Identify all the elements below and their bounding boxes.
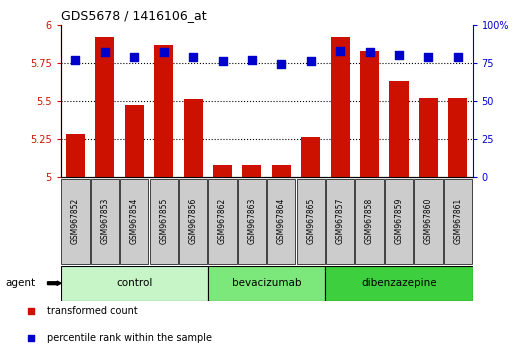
Bar xyxy=(390,81,409,177)
Point xyxy=(454,54,462,59)
Bar xyxy=(66,135,85,177)
Text: transformed count: transformed count xyxy=(47,306,137,316)
Bar xyxy=(419,98,438,177)
Text: GSM967865: GSM967865 xyxy=(306,198,315,245)
Text: GSM967852: GSM967852 xyxy=(71,198,80,244)
FancyBboxPatch shape xyxy=(385,179,413,264)
Point xyxy=(71,57,80,63)
FancyBboxPatch shape xyxy=(91,179,119,264)
Text: GSM967855: GSM967855 xyxy=(159,198,168,245)
FancyBboxPatch shape xyxy=(208,266,325,301)
Text: GSM967861: GSM967861 xyxy=(454,198,463,244)
Text: GSM967860: GSM967860 xyxy=(424,198,433,245)
Text: percentile rank within the sample: percentile rank within the sample xyxy=(47,333,212,343)
FancyBboxPatch shape xyxy=(179,179,207,264)
Bar xyxy=(272,165,291,177)
FancyBboxPatch shape xyxy=(238,179,266,264)
Bar xyxy=(125,105,144,177)
Text: GSM967859: GSM967859 xyxy=(394,198,403,245)
FancyBboxPatch shape xyxy=(267,179,296,264)
FancyBboxPatch shape xyxy=(325,266,473,301)
Text: GSM967856: GSM967856 xyxy=(188,198,197,245)
Text: GSM967854: GSM967854 xyxy=(130,198,139,245)
Point xyxy=(248,57,256,63)
Text: GDS5678 / 1416106_at: GDS5678 / 1416106_at xyxy=(61,9,206,22)
Point xyxy=(189,54,197,59)
Text: dibenzazepine: dibenzazepine xyxy=(361,278,437,288)
Bar xyxy=(242,165,261,177)
Point xyxy=(218,58,227,64)
FancyBboxPatch shape xyxy=(149,179,178,264)
Text: GSM967862: GSM967862 xyxy=(218,198,227,244)
Point xyxy=(395,52,403,58)
Point xyxy=(130,54,138,59)
Point xyxy=(159,49,168,55)
FancyBboxPatch shape xyxy=(444,179,472,264)
Point xyxy=(424,54,432,59)
FancyBboxPatch shape xyxy=(355,179,384,264)
Text: GSM967858: GSM967858 xyxy=(365,198,374,244)
Bar xyxy=(301,137,320,177)
Text: agent: agent xyxy=(5,278,35,288)
FancyBboxPatch shape xyxy=(297,179,325,264)
Point xyxy=(27,308,35,314)
Text: bevacizumab: bevacizumab xyxy=(232,278,301,288)
FancyBboxPatch shape xyxy=(120,179,148,264)
Text: GSM967864: GSM967864 xyxy=(277,198,286,245)
Bar xyxy=(331,37,350,177)
Point xyxy=(307,58,315,64)
Bar xyxy=(213,165,232,177)
Text: GSM967857: GSM967857 xyxy=(336,198,345,245)
FancyBboxPatch shape xyxy=(414,179,442,264)
Bar xyxy=(154,45,173,177)
Bar xyxy=(95,37,115,177)
FancyBboxPatch shape xyxy=(61,266,208,301)
Point xyxy=(365,49,374,55)
FancyBboxPatch shape xyxy=(209,179,237,264)
Bar xyxy=(184,99,203,177)
Bar xyxy=(448,98,467,177)
FancyBboxPatch shape xyxy=(326,179,354,264)
Text: control: control xyxy=(116,278,153,288)
Point xyxy=(101,49,109,55)
Bar xyxy=(360,51,379,177)
Text: GSM967853: GSM967853 xyxy=(100,198,109,245)
Point xyxy=(336,48,344,53)
Point xyxy=(277,62,286,67)
Point xyxy=(27,335,35,341)
FancyBboxPatch shape xyxy=(61,179,90,264)
Text: GSM967863: GSM967863 xyxy=(248,198,257,245)
